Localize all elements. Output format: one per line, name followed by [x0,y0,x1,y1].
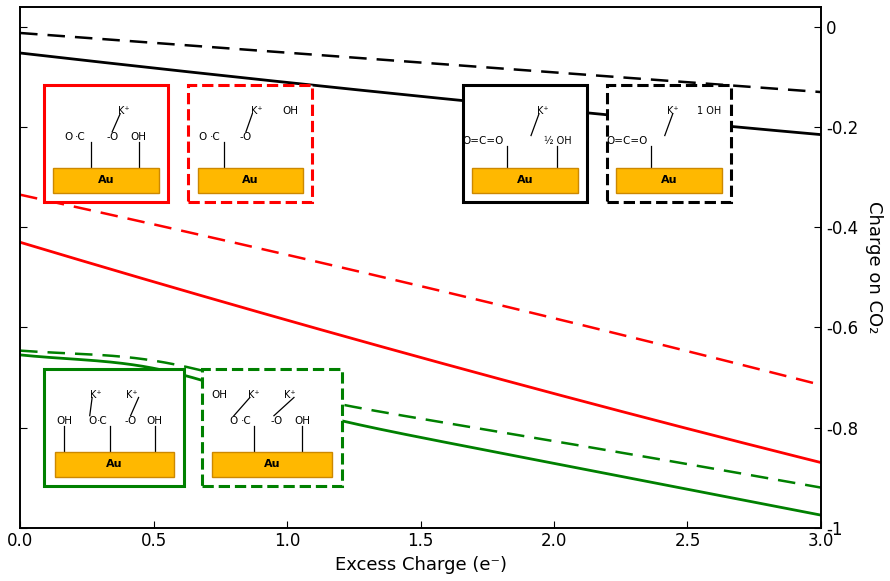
Text: K⁺: K⁺ [91,390,102,400]
Text: Au: Au [263,459,280,469]
Text: O: O [64,132,72,142]
Text: 1 OH: 1 OH [698,106,722,116]
Text: OH: OH [147,416,163,426]
Text: K⁺: K⁺ [667,106,678,116]
Text: O=C=O: O=C=O [462,136,504,146]
Text: K⁺: K⁺ [250,106,263,116]
Bar [617,168,722,193]
Y-axis label: Charge on CO₂: Charge on CO₂ [865,201,883,333]
Text: OH: OH [56,416,72,426]
X-axis label: Excess Charge (e⁻): Excess Charge (e⁻) [335,556,506,574]
Text: -O: -O [125,416,137,426]
Text: O=C=O: O=C=O [606,136,648,146]
Bar [54,451,174,476]
Text: O: O [89,416,97,426]
Bar [44,85,168,202]
Bar [198,168,303,193]
Bar [607,85,732,202]
Text: ·C: ·C [97,416,108,426]
Text: Au: Au [242,175,259,185]
Text: OH: OH [212,390,228,400]
Text: K⁺: K⁺ [118,106,130,116]
Text: Au: Au [106,459,123,469]
Text: OH: OH [294,416,310,426]
Text: K⁺: K⁺ [126,390,138,400]
Text: K⁺: K⁺ [248,390,260,400]
Text: K⁺: K⁺ [284,390,295,400]
Bar [53,168,159,193]
Text: -O: -O [106,132,118,142]
Bar [213,451,331,476]
Bar [463,85,587,202]
Bar [189,85,312,202]
Text: ·C: ·C [241,416,252,426]
Text: K⁺: K⁺ [538,106,549,116]
Text: ·C: ·C [75,132,85,142]
Text: O: O [230,416,238,426]
Text: Au: Au [517,175,533,185]
Text: OH: OH [131,132,147,142]
Bar [473,168,578,193]
Text: ·C: ·C [210,132,221,142]
Text: O: O [198,132,206,142]
Text: -O: -O [239,132,252,142]
Text: Au: Au [661,175,677,185]
Bar [44,369,184,486]
Bar [202,369,342,486]
Text: ½ OH: ½ OH [544,136,571,146]
Text: -O: -O [271,416,282,426]
Text: OH: OH [283,106,299,116]
Text: Au: Au [98,175,115,185]
